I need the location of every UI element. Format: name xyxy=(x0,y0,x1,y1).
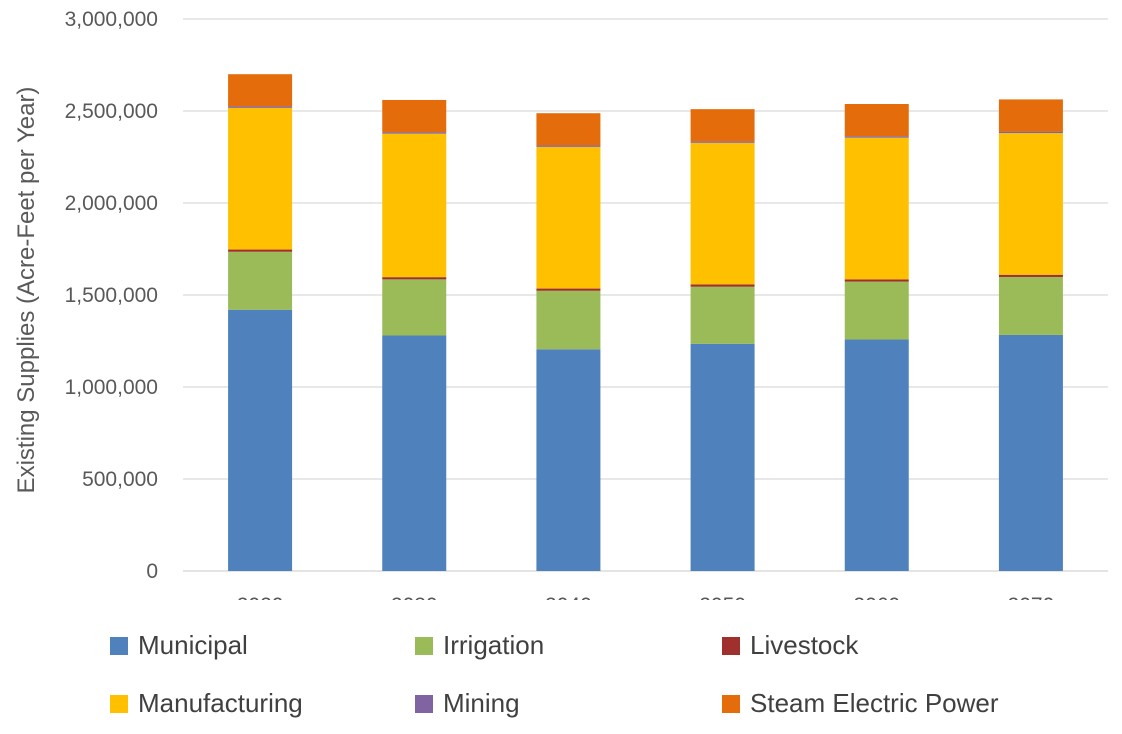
y-tick-label: 2,500,000 xyxy=(65,100,158,123)
x-tick-label: 2040 xyxy=(545,594,592,600)
bar-segment-steam-electric-power-2060 xyxy=(844,104,909,137)
bar-segment-manufacturing-2020 xyxy=(228,107,293,250)
x-tick-labels: 2020 2030 2040 2050 2060 2070 xyxy=(237,594,1055,600)
legend-swatch xyxy=(415,694,433,713)
gridlines xyxy=(183,18,1108,572)
x-tick-label: 2020 xyxy=(237,594,284,600)
legend-label: Steam Electric Power xyxy=(750,688,999,718)
bar-segment-irrigation-2030 xyxy=(382,279,447,336)
y-tick-label: 1,000,000 xyxy=(65,376,158,399)
y-tick-label: 500,000 xyxy=(82,468,158,491)
bar-segment-municipal-2070 xyxy=(998,334,1063,571)
legend-label: Livestock xyxy=(750,630,859,660)
x-tick-label: 2060 xyxy=(853,594,900,600)
x-tick-label: 2070 xyxy=(1008,594,1055,600)
legend: Municipal Irrigation Livestock Manufacturin… xyxy=(110,630,1070,730)
legend-swatch xyxy=(722,694,740,713)
y-tick-labels: 0 500,000 1,000,000 1,500,000 2,000,000 2,500… xyxy=(65,8,158,583)
bar-segment-municipal-2020 xyxy=(228,309,293,571)
bar-segment-mining-2040 xyxy=(536,145,601,147)
bar-segment-steam-electric-power-2030 xyxy=(382,99,447,133)
bar-segment-manufacturing-2060 xyxy=(844,137,909,280)
bar-segment-steam-electric-power-2040 xyxy=(536,113,601,146)
legend-swatch xyxy=(110,636,128,655)
legend-label: Manufacturing xyxy=(138,688,303,718)
stacked-bar-chart: 0 500,000 1,000,000 1,500,000 2,000,000 2,500… xyxy=(13,8,1108,600)
bar-segment-steam-electric-power-2050 xyxy=(690,109,755,142)
bar-segment-livestock-2030 xyxy=(382,277,447,280)
bar-segment-irrigation-2060 xyxy=(844,281,909,340)
bar-segment-livestock-2040 xyxy=(536,288,601,291)
bar-segment-steam-electric-power-2070 xyxy=(998,99,1063,132)
bar-segment-mining-2050 xyxy=(690,141,755,143)
bar-segment-municipal-2060 xyxy=(844,339,909,571)
bar-segment-livestock-2070 xyxy=(998,274,1063,277)
bar-segment-mining-2070 xyxy=(998,131,1063,134)
bar-segment-livestock-2060 xyxy=(844,279,909,282)
legend-label: Municipal xyxy=(138,630,248,660)
y-axis-label: Existing Supplies (Acre-Feet per Year) xyxy=(13,87,40,494)
bar-segment-irrigation-2050 xyxy=(690,286,755,344)
bar-segment-livestock-2020 xyxy=(228,249,293,252)
bar-segment-municipal-2040 xyxy=(536,349,601,571)
legend-item-steam-electric-power: Steam Electric Power xyxy=(722,688,999,719)
bar-segment-manufacturing-2070 xyxy=(998,133,1063,275)
legend-item-livestock: Livestock xyxy=(722,630,858,661)
bar-segment-mining-2060 xyxy=(844,136,909,138)
bar-segment-irrigation-2020 xyxy=(228,251,293,310)
y-tick-label: 1,500,000 xyxy=(65,284,158,307)
legend-item-irrigation: Irrigation xyxy=(415,630,544,661)
bar-segment-mining-2020 xyxy=(228,106,293,108)
y-tick-label: 0 xyxy=(146,560,158,583)
bars xyxy=(228,74,1063,571)
legend-swatch xyxy=(110,694,128,713)
legend-swatch xyxy=(415,636,433,655)
bar-segment-manufacturing-2040 xyxy=(536,146,601,289)
bar-segment-irrigation-2070 xyxy=(998,276,1063,335)
legend-swatch xyxy=(722,636,740,655)
legend-item-municipal: Municipal xyxy=(110,630,248,661)
bar-segment-irrigation-2040 xyxy=(536,290,601,350)
y-tick-label: 2,000,000 xyxy=(65,192,158,215)
legend-label: Irrigation xyxy=(443,630,545,660)
legend-label: Mining xyxy=(443,688,520,718)
y-tick-label: 3,000,000 xyxy=(65,8,158,31)
x-tick-label: 2050 xyxy=(699,594,746,600)
bar-segment-manufacturing-2050 xyxy=(690,142,755,285)
bar-segment-mining-2030 xyxy=(382,132,447,134)
legend-item-mining: Mining xyxy=(415,688,520,719)
bar-segment-municipal-2030 xyxy=(382,335,447,571)
bar-segment-livestock-2050 xyxy=(690,284,755,287)
bar-segment-manufacturing-2030 xyxy=(382,133,447,278)
x-tick-label: 2030 xyxy=(391,594,438,600)
bar-segment-steam-electric-power-2020 xyxy=(228,74,293,107)
legend-item-manufacturing: Manufacturing xyxy=(110,688,303,719)
bar-segment-municipal-2050 xyxy=(690,343,755,571)
